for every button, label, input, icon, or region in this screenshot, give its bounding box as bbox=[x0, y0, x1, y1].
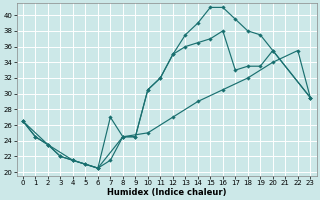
X-axis label: Humidex (Indice chaleur): Humidex (Indice chaleur) bbox=[107, 188, 226, 197]
